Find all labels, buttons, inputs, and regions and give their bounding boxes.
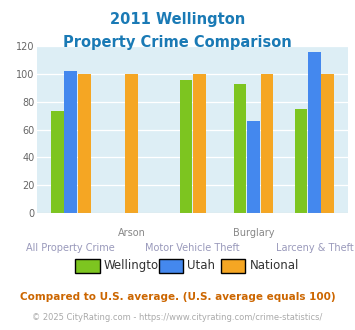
- Bar: [125, 74, 138, 213]
- Text: Wellington: Wellington: [104, 259, 166, 272]
- Bar: [51, 112, 64, 213]
- Text: © 2025 CityRating.com - https://www.cityrating.com/crime-statistics/: © 2025 CityRating.com - https://www.city…: [32, 313, 323, 322]
- Bar: [321, 74, 334, 213]
- Bar: [247, 121, 260, 213]
- Bar: [180, 80, 192, 213]
- Bar: [78, 74, 91, 213]
- Bar: [193, 74, 206, 213]
- Text: Burglary: Burglary: [233, 228, 274, 238]
- Text: Utah: Utah: [187, 259, 215, 272]
- Text: Motor Vehicle Theft: Motor Vehicle Theft: [145, 243, 240, 252]
- Text: Larceny & Theft: Larceny & Theft: [275, 243, 353, 252]
- Text: 2011 Wellington: 2011 Wellington: [110, 12, 245, 26]
- Bar: [295, 109, 307, 213]
- Text: Arson: Arson: [118, 228, 146, 238]
- Bar: [261, 74, 273, 213]
- Text: National: National: [250, 259, 299, 272]
- Text: Property Crime Comparison: Property Crime Comparison: [63, 35, 292, 50]
- Bar: [308, 52, 321, 213]
- Bar: [234, 84, 246, 213]
- Text: Compared to U.S. average. (U.S. average equals 100): Compared to U.S. average. (U.S. average …: [20, 292, 335, 302]
- Text: All Property Crime: All Property Crime: [26, 243, 115, 252]
- Bar: [64, 71, 77, 213]
